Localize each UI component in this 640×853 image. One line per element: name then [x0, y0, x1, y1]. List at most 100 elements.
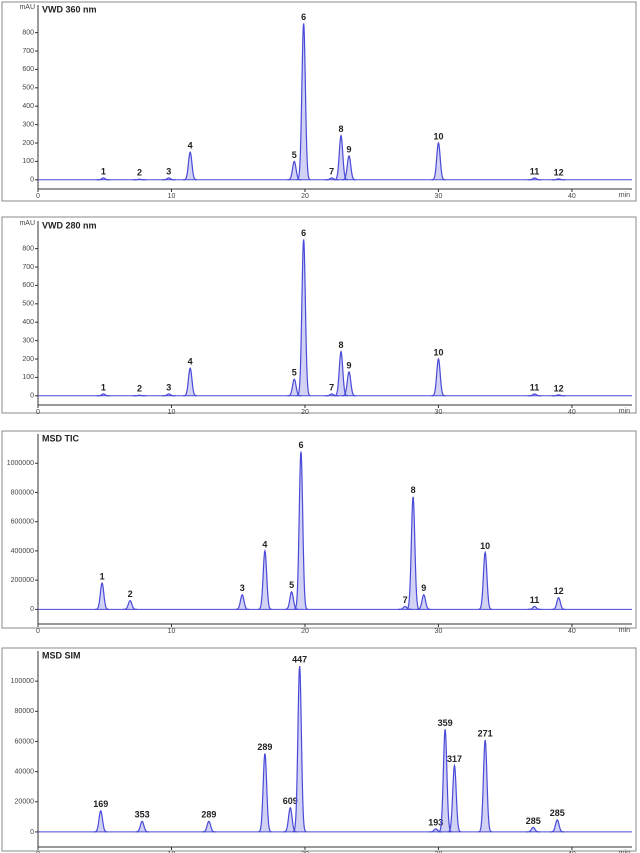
peak	[132, 394, 147, 397]
y-tick-label: 600	[22, 66, 34, 73]
peak-label: 271	[478, 728, 493, 738]
y-tick-label: 0	[30, 606, 34, 613]
y-tick-label: 20000	[15, 799, 35, 806]
peak	[287, 160, 302, 181]
peak-label: 11	[530, 382, 540, 392]
peak	[324, 177, 339, 181]
y-tick-label: 100	[22, 158, 34, 165]
x-tick-label: 0	[36, 851, 40, 853]
peak-label: 11	[530, 595, 540, 605]
peak	[123, 599, 138, 610]
peak	[334, 134, 348, 181]
x-tick-label: 40	[568, 851, 576, 853]
y-tick-label: 0	[30, 177, 34, 184]
peak-label: 1	[100, 571, 105, 581]
peak	[132, 178, 147, 181]
peak-label: 7	[329, 382, 334, 392]
panel-frame	[1, 216, 637, 414]
x-tick-label: 40	[568, 628, 576, 635]
y-tick-label: 600000	[11, 519, 34, 526]
y-tick-label: 1000000	[7, 460, 34, 467]
peak-label: 8	[338, 124, 343, 134]
peak	[527, 177, 542, 181]
y-tick-label: 300	[22, 121, 34, 128]
x-tick-label: 10	[168, 193, 176, 200]
peak-label: 6	[301, 228, 306, 238]
y-tick-label: 700	[22, 264, 34, 271]
x-tick-label: 20	[301, 409, 309, 416]
peak	[96, 177, 111, 181]
y-tick-label: 500	[22, 301, 34, 308]
y-tick-label: 200	[22, 356, 34, 363]
x-axis-label: min	[619, 627, 630, 634]
peak-label: 8	[338, 340, 343, 350]
x-axis-label: min	[619, 192, 630, 199]
peak	[287, 378, 302, 397]
peak	[342, 370, 356, 397]
peak	[551, 394, 566, 397]
y-tick-label: 600	[22, 282, 34, 289]
peak-label: 10	[480, 541, 490, 551]
peak-label: 3	[240, 583, 245, 593]
y-tick-label: 800	[22, 245, 34, 252]
peak	[235, 593, 250, 610]
y-tick-label: 400000	[11, 548, 34, 555]
y-tick-label: 200	[22, 140, 34, 147]
peak-label: 447	[292, 654, 307, 664]
y-tick-label: 80000	[15, 708, 35, 715]
peak-label: 6	[298, 440, 303, 450]
peak	[431, 357, 446, 397]
peak	[296, 239, 311, 397]
peak	[324, 393, 339, 397]
panel-frame	[1, 647, 637, 852]
x-tick-label: 30	[435, 193, 443, 200]
panel-frame	[1, 1, 637, 202]
peak	[527, 605, 542, 610]
y-tick-label: 800	[22, 29, 34, 36]
x-tick-label: 20	[301, 193, 309, 200]
chart-title: MSD TIC	[42, 433, 79, 443]
peak	[293, 451, 309, 610]
x-tick-label: 30	[435, 409, 443, 416]
peak-label: 3	[166, 166, 171, 176]
x-tick-label: 10	[168, 409, 176, 416]
peak-label: 193	[428, 817, 443, 827]
peak	[257, 548, 272, 610]
peak	[551, 596, 566, 610]
x-axis-label: min	[619, 408, 630, 415]
peak-label: 12	[554, 383, 564, 393]
peak-label: 12	[554, 167, 564, 177]
peak	[478, 550, 493, 610]
peak-label: 6	[301, 12, 306, 22]
peak	[431, 141, 446, 181]
peak	[201, 820, 216, 833]
x-tick-label: 30	[435, 628, 443, 635]
peak-label: 2	[128, 589, 133, 599]
peak-label: 359	[438, 718, 453, 728]
peak-label: 4	[188, 357, 193, 367]
x-tick-label: 40	[568, 409, 576, 416]
peak	[257, 753, 272, 833]
peak-label: 7	[403, 595, 408, 605]
x-tick-label: 20	[301, 851, 309, 853]
peak	[183, 151, 198, 181]
peak-label: 9	[347, 144, 352, 154]
y-tick-label: 300	[22, 337, 34, 344]
peak-label: 289	[201, 810, 216, 820]
peak	[284, 591, 299, 610]
peak	[292, 666, 307, 833]
peak-label: 2	[137, 168, 142, 178]
peak-label: 4	[188, 141, 193, 151]
x-tick-label: 10	[168, 628, 176, 635]
peak	[478, 739, 493, 833]
peak-label: 285	[526, 816, 541, 826]
peak	[93, 809, 108, 833]
y-tick-label: 400	[22, 319, 34, 326]
y-axis-label: mAU	[19, 220, 35, 227]
x-tick-label: 20	[301, 628, 309, 635]
peak-label: 2	[137, 384, 142, 394]
y-tick-label: 0	[30, 829, 34, 836]
peak-label: 8	[411, 485, 416, 495]
peak-label: 317	[447, 754, 462, 764]
peak-label: 9	[347, 360, 352, 370]
